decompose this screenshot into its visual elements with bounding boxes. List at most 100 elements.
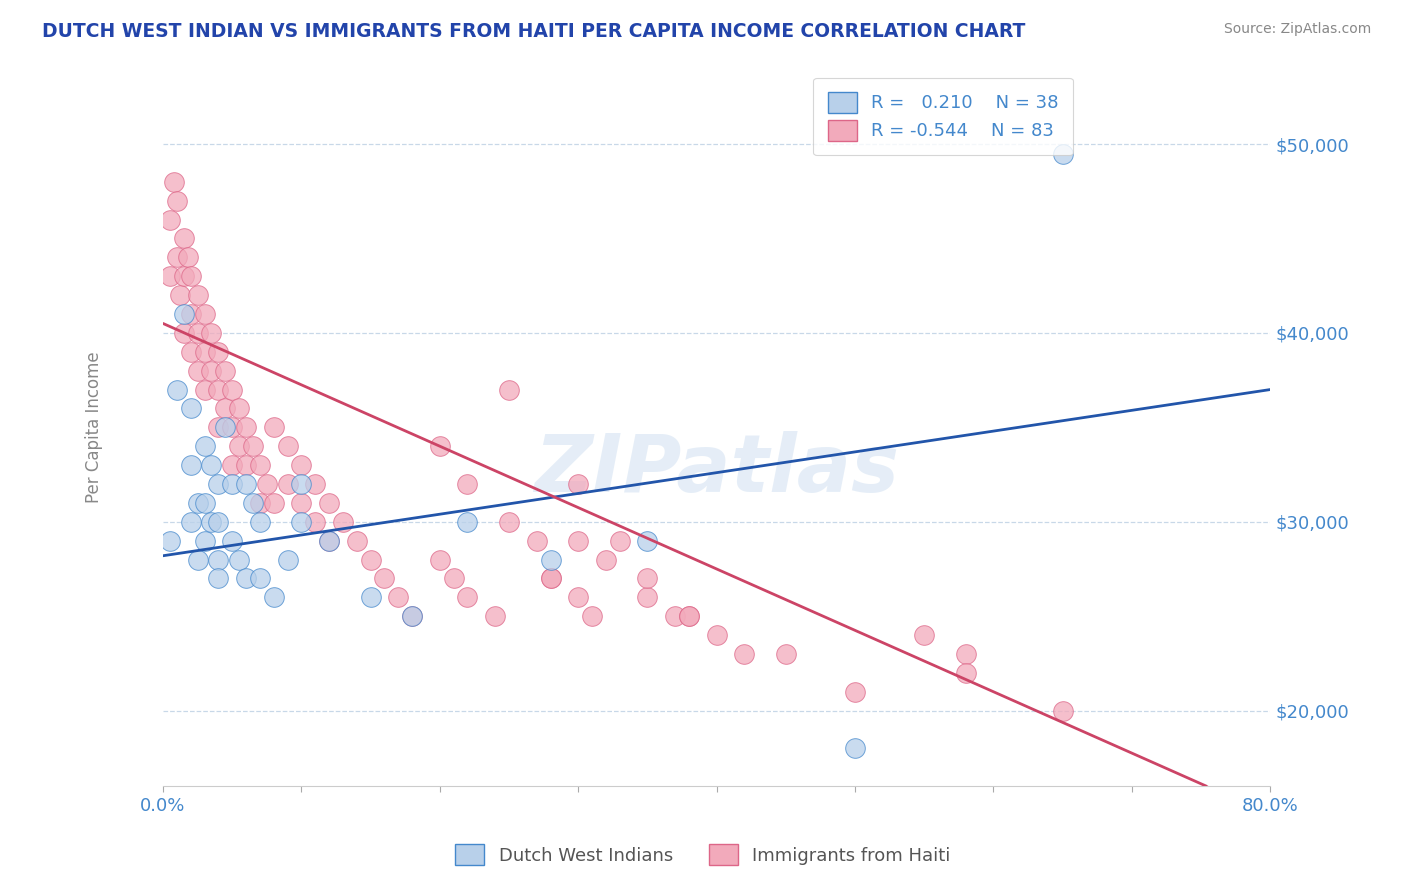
Point <box>207 477 229 491</box>
Point <box>187 552 209 566</box>
Point <box>159 269 181 284</box>
Point <box>159 212 181 227</box>
Point <box>166 383 188 397</box>
Point <box>173 269 195 284</box>
Point <box>387 591 409 605</box>
Point <box>304 515 326 529</box>
Point <box>242 439 264 453</box>
Point <box>193 307 215 321</box>
Point <box>235 477 257 491</box>
Point <box>169 288 191 302</box>
Point <box>678 609 700 624</box>
Y-axis label: Per Capita Income: Per Capita Income <box>86 351 103 503</box>
Point <box>221 420 243 434</box>
Point <box>235 420 257 434</box>
Legend: Dutch West Indians, Immigrants from Haiti: Dutch West Indians, Immigrants from Hait… <box>446 835 960 874</box>
Point <box>912 628 935 642</box>
Point <box>214 420 236 434</box>
Point <box>678 609 700 624</box>
Point <box>567 477 589 491</box>
Point <box>484 609 506 624</box>
Point <box>360 552 382 566</box>
Point <box>277 552 299 566</box>
Point <box>214 364 236 378</box>
Point <box>193 439 215 453</box>
Point <box>173 231 195 245</box>
Point <box>595 552 617 566</box>
Point <box>318 533 340 548</box>
Point <box>177 251 200 265</box>
Point <box>187 364 209 378</box>
Point <box>221 383 243 397</box>
Point <box>1052 146 1074 161</box>
Point <box>193 533 215 548</box>
Point <box>256 477 278 491</box>
Point <box>318 496 340 510</box>
Point <box>263 496 285 510</box>
Point <box>636 533 658 548</box>
Point <box>318 533 340 548</box>
Point <box>429 552 451 566</box>
Point <box>173 307 195 321</box>
Point <box>540 552 562 566</box>
Point <box>609 533 631 548</box>
Point <box>242 496 264 510</box>
Point <box>207 420 229 434</box>
Point <box>180 401 202 416</box>
Point <box>180 515 202 529</box>
Point <box>526 533 548 548</box>
Point <box>200 515 222 529</box>
Point <box>207 383 229 397</box>
Point <box>429 439 451 453</box>
Point <box>277 477 299 491</box>
Point <box>207 515 229 529</box>
Point <box>290 477 312 491</box>
Point <box>581 609 603 624</box>
Point <box>221 458 243 472</box>
Point <box>636 591 658 605</box>
Point <box>221 533 243 548</box>
Point <box>200 458 222 472</box>
Point <box>277 439 299 453</box>
Point <box>775 647 797 661</box>
Point <box>567 591 589 605</box>
Point <box>332 515 354 529</box>
Point <box>1052 704 1074 718</box>
Point <box>706 628 728 642</box>
Point <box>443 571 465 585</box>
Point <box>249 458 271 472</box>
Point <box>955 647 977 661</box>
Point <box>221 477 243 491</box>
Point <box>180 269 202 284</box>
Point <box>193 383 215 397</box>
Point <box>180 307 202 321</box>
Point <box>249 496 271 510</box>
Point <box>457 515 479 529</box>
Point <box>844 684 866 698</box>
Point <box>290 496 312 510</box>
Point <box>304 477 326 491</box>
Point <box>249 515 271 529</box>
Point <box>207 571 229 585</box>
Point <box>187 288 209 302</box>
Point <box>263 591 285 605</box>
Point <box>228 552 250 566</box>
Point <box>360 591 382 605</box>
Point <box>290 458 312 472</box>
Point <box>193 496 215 510</box>
Point <box>457 591 479 605</box>
Point <box>401 609 423 624</box>
Text: DUTCH WEST INDIAN VS IMMIGRANTS FROM HAITI PER CAPITA INCOME CORRELATION CHART: DUTCH WEST INDIAN VS IMMIGRANTS FROM HAI… <box>42 22 1025 41</box>
Point <box>733 647 755 661</box>
Point <box>636 571 658 585</box>
Point <box>193 344 215 359</box>
Point <box>664 609 686 624</box>
Point <box>955 665 977 680</box>
Point <box>290 515 312 529</box>
Point <box>235 571 257 585</box>
Point <box>187 326 209 340</box>
Point <box>187 496 209 510</box>
Point <box>228 401 250 416</box>
Point <box>180 344 202 359</box>
Point <box>214 401 236 416</box>
